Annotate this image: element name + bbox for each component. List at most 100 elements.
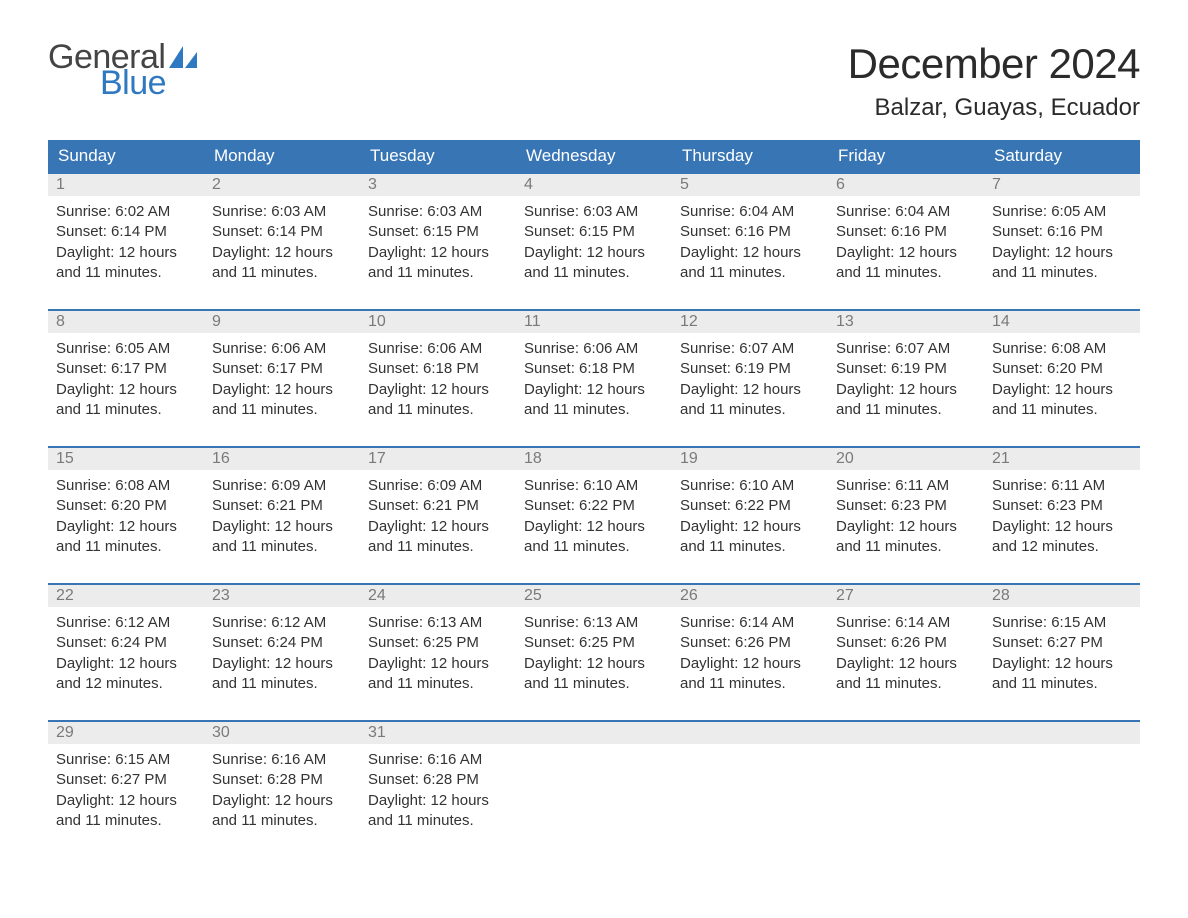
day-d2: and 11 minutes. [836, 400, 976, 420]
day-sunrise: Sunrise: 6:04 AM [680, 202, 820, 222]
day-number-row: 22232425262728 [48, 585, 1140, 607]
day-cell: Sunrise: 6:16 AMSunset: 6:28 PMDaylight:… [204, 744, 360, 857]
day-sunrise: Sunrise: 6:14 AM [680, 613, 820, 633]
day-sunset: Sunset: 6:18 PM [524, 359, 664, 379]
day-cell: Sunrise: 6:10 AMSunset: 6:22 PMDaylight:… [516, 470, 672, 583]
day-number: 23 [204, 585, 360, 607]
day-cell: Sunrise: 6:14 AMSunset: 6:26 PMDaylight:… [828, 607, 984, 720]
day-number: 31 [360, 722, 516, 744]
day-number: 29 [48, 722, 204, 744]
day-cell: Sunrise: 6:06 AMSunset: 6:18 PMDaylight:… [360, 333, 516, 446]
day-sunset: Sunset: 6:28 PM [368, 770, 508, 790]
day-cell [672, 744, 828, 857]
day-d2: and 11 minutes. [680, 537, 820, 557]
day-d2: and 11 minutes. [212, 400, 352, 420]
day-number: 25 [516, 585, 672, 607]
day-d1: Daylight: 12 hours [992, 243, 1132, 263]
day-sunset: Sunset: 6:21 PM [212, 496, 352, 516]
day-cell: Sunrise: 6:12 AMSunset: 6:24 PMDaylight:… [48, 607, 204, 720]
day-sunrise: Sunrise: 6:06 AM [524, 339, 664, 359]
day-d1: Daylight: 12 hours [680, 654, 820, 674]
day-d1: Daylight: 12 hours [368, 243, 508, 263]
day-sunrise: Sunrise: 6:08 AM [56, 476, 196, 496]
day-sunset: Sunset: 6:23 PM [992, 496, 1132, 516]
day-cell: Sunrise: 6:07 AMSunset: 6:19 PMDaylight:… [828, 333, 984, 446]
day-cell: Sunrise: 6:14 AMSunset: 6:26 PMDaylight:… [672, 607, 828, 720]
day-d1: Daylight: 12 hours [368, 380, 508, 400]
day-d1: Daylight: 12 hours [368, 791, 508, 811]
dow-friday: Friday [828, 140, 984, 172]
day-number: 2 [204, 174, 360, 196]
day-cell: Sunrise: 6:11 AMSunset: 6:23 PMDaylight:… [984, 470, 1140, 583]
day-d1: Daylight: 12 hours [992, 517, 1132, 537]
day-sunset: Sunset: 6:16 PM [836, 222, 976, 242]
day-d2: and 12 minutes. [992, 537, 1132, 557]
day-sunset: Sunset: 6:24 PM [56, 633, 196, 653]
day-sunset: Sunset: 6:27 PM [992, 633, 1132, 653]
day-d1: Daylight: 12 hours [524, 517, 664, 537]
day-number: 14 [984, 311, 1140, 333]
day-d2: and 11 minutes. [368, 400, 508, 420]
day-number: 3 [360, 174, 516, 196]
day-cell [984, 744, 1140, 857]
week: 22232425262728Sunrise: 6:12 AMSunset: 6:… [48, 583, 1140, 720]
day-number: 18 [516, 448, 672, 470]
day-sunrise: Sunrise: 6:12 AM [56, 613, 196, 633]
dow-sunday: Sunday [48, 140, 204, 172]
day-d1: Daylight: 12 hours [368, 517, 508, 537]
day-sunrise: Sunrise: 6:11 AM [836, 476, 976, 496]
day-d2: and 11 minutes. [836, 263, 976, 283]
day-number: 9 [204, 311, 360, 333]
day-number: 16 [204, 448, 360, 470]
week-row: 22232425262728Sunrise: 6:12 AMSunset: 6:… [48, 583, 1140, 720]
day-number: 5 [672, 174, 828, 196]
day-cell: Sunrise: 6:07 AMSunset: 6:19 PMDaylight:… [672, 333, 828, 446]
day-sunset: Sunset: 6:20 PM [992, 359, 1132, 379]
day-cell: Sunrise: 6:08 AMSunset: 6:20 PMDaylight:… [984, 333, 1140, 446]
day-d1: Daylight: 12 hours [836, 517, 976, 537]
day-d1: Daylight: 12 hours [56, 517, 196, 537]
day-d2: and 11 minutes. [368, 537, 508, 557]
day-sunset: Sunset: 6:14 PM [212, 222, 352, 242]
day-d2: and 11 minutes. [680, 400, 820, 420]
day-sunrise: Sunrise: 6:15 AM [56, 750, 196, 770]
dow-wednesday: Wednesday [516, 140, 672, 172]
day-sunrise: Sunrise: 6:02 AM [56, 202, 196, 222]
day-d2: and 11 minutes. [524, 263, 664, 283]
logo: General Blue [48, 40, 197, 100]
day-d2: and 11 minutes. [680, 263, 820, 283]
day-sunrise: Sunrise: 6:10 AM [524, 476, 664, 496]
day-sunrise: Sunrise: 6:13 AM [368, 613, 508, 633]
day-sunrise: Sunrise: 6:03 AM [212, 202, 352, 222]
day-number: 13 [828, 311, 984, 333]
day-number: 21 [984, 448, 1140, 470]
day-sunset: Sunset: 6:27 PM [56, 770, 196, 790]
day-number: 22 [48, 585, 204, 607]
day-number: 27 [828, 585, 984, 607]
week: 293031Sunrise: 6:15 AMSunset: 6:27 PMDay… [48, 720, 1140, 857]
day-number: 8 [48, 311, 204, 333]
day-d1: Daylight: 12 hours [212, 243, 352, 263]
day-d1: Daylight: 12 hours [836, 380, 976, 400]
day-number: 26 [672, 585, 828, 607]
day-sunrise: Sunrise: 6:07 AM [836, 339, 976, 359]
day-sunrise: Sunrise: 6:04 AM [836, 202, 976, 222]
day-d2: and 11 minutes. [524, 400, 664, 420]
day-d1: Daylight: 12 hours [680, 380, 820, 400]
day-d1: Daylight: 12 hours [368, 654, 508, 674]
day-sunset: Sunset: 6:22 PM [680, 496, 820, 516]
day-sunrise: Sunrise: 6:09 AM [212, 476, 352, 496]
dow-thursday: Thursday [672, 140, 828, 172]
day-number: 24 [360, 585, 516, 607]
day-sunset: Sunset: 6:23 PM [836, 496, 976, 516]
title-block: December 2024 Balzar, Guayas, Ecuador [848, 40, 1140, 122]
day-cell: Sunrise: 6:03 AMSunset: 6:15 PMDaylight:… [360, 196, 516, 309]
day-cell: Sunrise: 6:08 AMSunset: 6:20 PMDaylight:… [48, 470, 204, 583]
day-d1: Daylight: 12 hours [212, 517, 352, 537]
day-number: 20 [828, 448, 984, 470]
day-d1: Daylight: 12 hours [680, 243, 820, 263]
day-d2: and 11 minutes. [56, 811, 196, 831]
day-d2: and 11 minutes. [56, 537, 196, 557]
day-sunrise: Sunrise: 6:16 AM [368, 750, 508, 770]
day-sunrise: Sunrise: 6:15 AM [992, 613, 1132, 633]
